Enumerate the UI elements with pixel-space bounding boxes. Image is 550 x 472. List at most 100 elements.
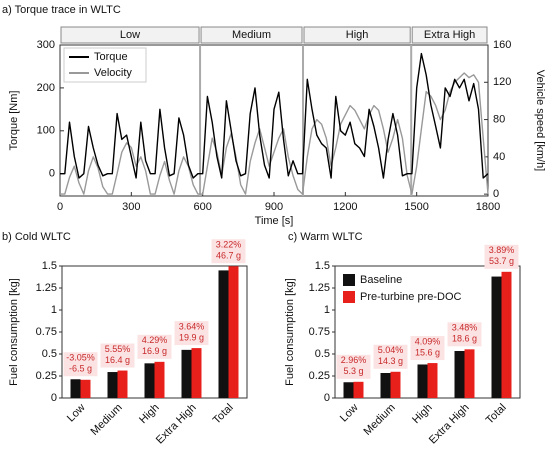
y-axis-label: Torque [Nm] [8,91,20,151]
y-axis-label: Fuel consumption [kg] [8,278,20,386]
y2-tick-label: 80 [493,113,505,125]
bar [191,348,202,398]
x-tick-label: 900 [265,201,283,213]
phase-header [200,26,303,44]
y-tick-label: 0.5 [315,348,330,360]
annotation-diff: 14.3 g [378,356,403,366]
series-line [60,72,489,195]
annotation-bg [137,334,172,359]
x-tick-label: 300 [122,201,140,213]
bar [154,361,165,398]
phase-header [303,26,411,44]
annotation-bg [336,354,371,379]
annotation-bg [174,321,209,346]
annotation-pct: 5.04% [378,345,404,355]
legend-label: Baseline [360,274,402,286]
legend-label: Velocity [94,67,132,79]
y-axis-label: Fuel consumption [kg] [284,278,296,386]
annotation-diff: 16.4 g [105,355,130,365]
phase-label: Low [120,29,140,41]
bar [107,372,118,398]
annotation-diff: 19.9 g [179,332,204,342]
y-tick-label: 0.75 [309,326,330,338]
annotation-pct: 5.55% [105,344,131,354]
annotation-bg [484,244,519,269]
legend-label: Pre-turbine pre-DOC [360,291,462,303]
y-tick-label: 0 [49,168,55,180]
bar [343,382,354,398]
chart-title: b) Cold WLTC [2,231,71,243]
annotation-pct: 3.48% [452,323,478,333]
phase-label: Medium [232,29,271,41]
bar [218,270,229,398]
bar [144,363,155,398]
annotation-pct: 4.09% [415,336,441,346]
bar [454,351,465,398]
bar [464,349,475,398]
annotation-pct: 3.89% [489,245,515,255]
x-tick-label: 1800 [476,201,500,213]
x-tick-label: High [137,402,161,426]
y-tick-label: 0.25 [36,370,57,382]
bar [70,379,81,398]
annotation-pct: 3.22% [216,240,242,250]
annotation-pct: 4.29% [142,335,168,345]
legend-swatch [343,291,355,303]
y-tick-label: 1.5 [315,260,330,272]
x-tick-label: Total [211,402,236,427]
y-tick-label: 0.5 [42,348,57,360]
chart-title: a) Torque trace in WLTC [2,4,121,16]
annotation-bg [100,343,135,368]
y-tick-label: 0 [51,392,57,404]
y-tick-label: 100 [37,125,55,137]
annotation-diff: -6.5 g [69,364,92,374]
bar [117,370,128,398]
x-tick-label: Low [338,402,361,425]
phase-label: Extra High [424,29,475,41]
x-tick-label: 1500 [404,201,428,213]
bar [380,373,391,398]
x-tick-label: 1200 [333,201,357,213]
y-tick-label: 1.5 [42,260,57,272]
annotation-diff: 16.9 g [142,346,167,356]
x-tick-label: 0 [57,201,63,213]
x-tick-label: Extra High [154,402,199,447]
y2-tick-label: 40 [493,151,505,163]
y-tick-label: 1.25 [36,282,57,294]
annotation-diff: 5.3 g [343,366,363,376]
x-tick-label: Total [484,402,509,427]
bar [228,266,239,398]
y-tick-label: 300 [37,39,55,51]
bar [390,371,401,398]
annotation-bg [410,336,445,361]
annotation-bg [211,239,246,264]
y-tick-label: 0 [324,392,330,404]
y2-tick-label: 120 [493,76,511,88]
annotation-pct: -3.05% [66,353,95,363]
phase-header [60,26,200,44]
y-tick-label: 200 [37,82,55,94]
y2-tick-label: 160 [493,39,511,51]
bar [353,381,364,398]
annotation-diff: 53.7 g [489,256,514,266]
y2-tick-label: 0 [493,188,499,200]
bar [491,276,502,398]
x-tick-label: Medium [89,402,125,438]
bar [181,349,192,398]
legend-label: Torque [94,51,128,63]
x-tick-label: 600 [193,201,211,213]
annotation-diff: 15.6 g [415,347,440,357]
annotation-diff: 18.6 g [452,334,477,344]
chart-title: c) Warm WLTC [288,231,363,243]
phase-label: High [346,29,369,41]
annotation-diff: 46.7 g [216,251,241,261]
annotation-bg [373,344,408,369]
x-tick-label: Extra High [427,402,472,447]
x-tick-label: Low [65,402,88,425]
annotation-bg [63,352,98,377]
bar [417,364,428,398]
x-axis-label: Time [s] [255,215,294,227]
y2-axis-label: Vehicle speed [km/h] [534,70,546,172]
y-tick-label: 0.25 [309,370,330,382]
